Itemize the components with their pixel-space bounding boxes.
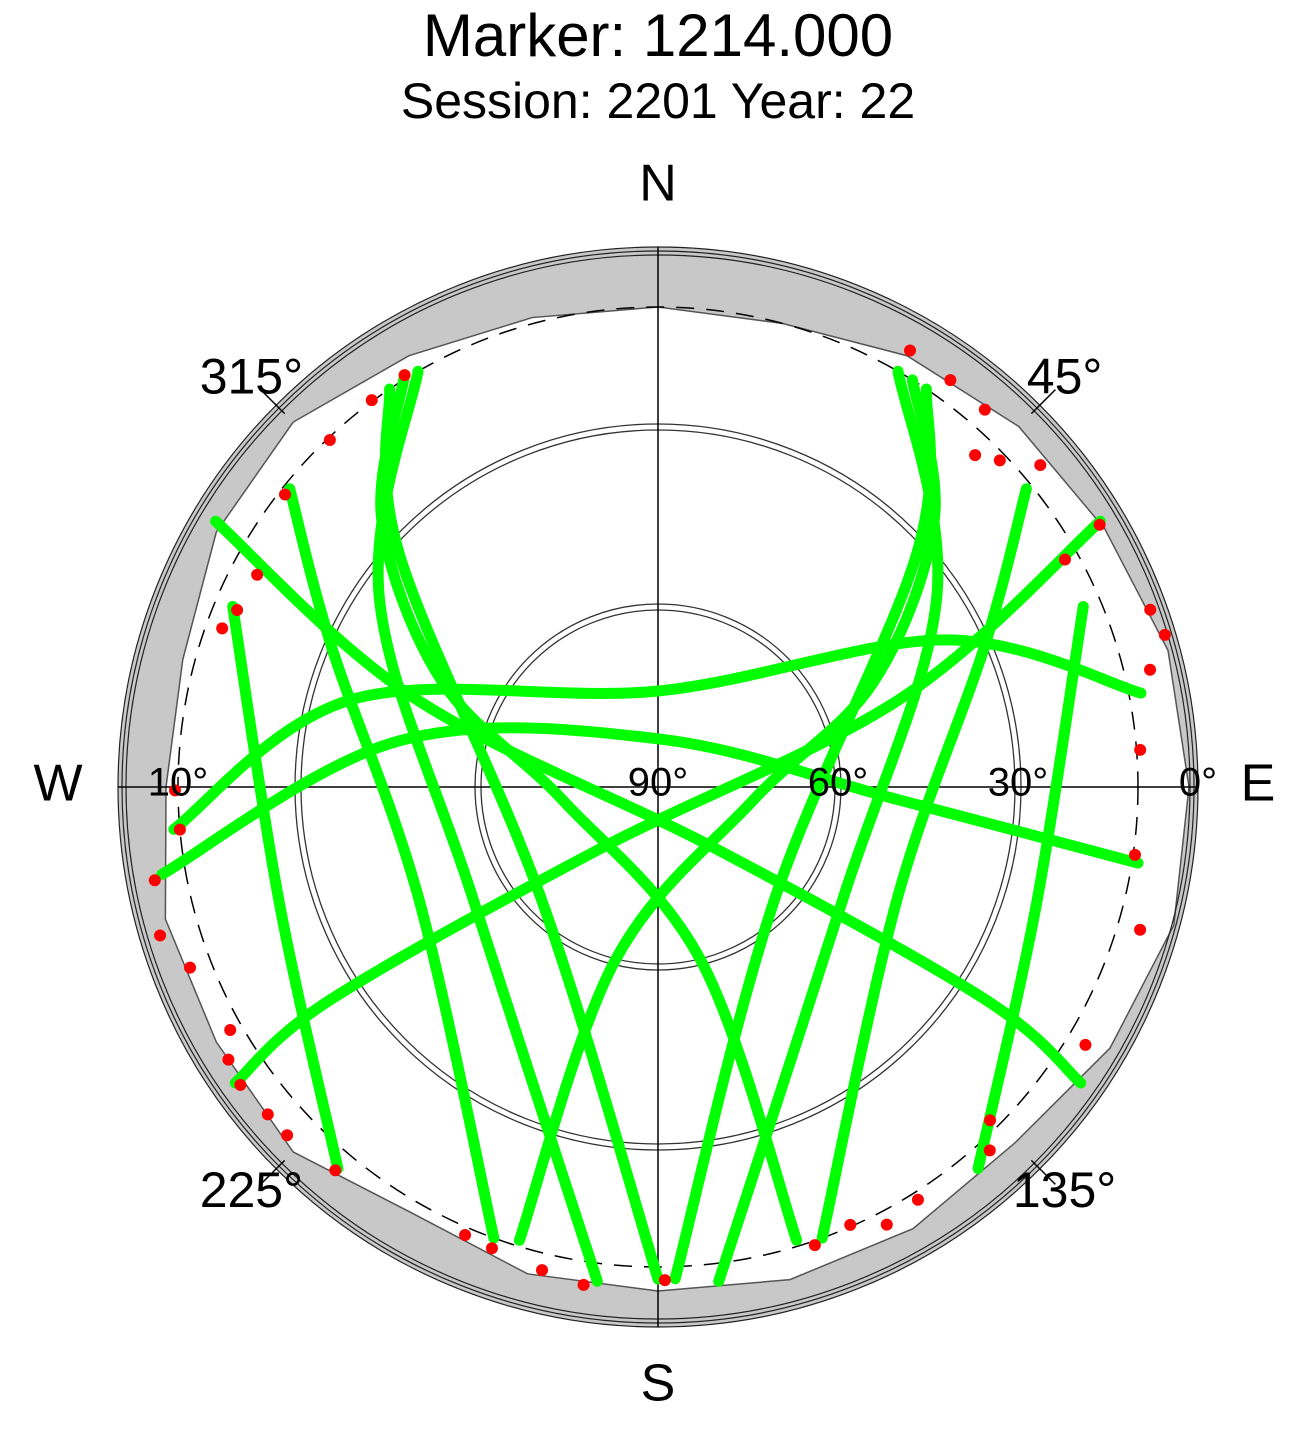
low-elevation-point	[216, 622, 229, 635]
azimuth-label: 135°	[1013, 1162, 1116, 1218]
low-elevation-point	[184, 961, 197, 974]
low-elevation-point	[329, 1164, 342, 1177]
low-elevation-point	[944, 374, 957, 387]
low-elevation-point	[222, 1053, 235, 1066]
low-elevation-point	[148, 874, 161, 887]
satellite-track	[156, 722, 1144, 881]
satellite-track	[210, 515, 1087, 1089]
azimuth-tick	[1030, 1159, 1056, 1185]
satellite-track	[816, 483, 1032, 1244]
elevation-label: 30°	[988, 761, 1049, 805]
satellite-track	[229, 515, 1106, 1089]
satellite-track	[168, 634, 1147, 835]
direction-label: N	[639, 155, 677, 213]
low-elevation-point	[1158, 628, 1171, 641]
direction-label: E	[1241, 755, 1276, 813]
low-elevation-point	[993, 454, 1006, 467]
low-elevation-point	[844, 1218, 857, 1231]
low-elevation-point	[278, 488, 291, 501]
low-elevation-point	[984, 1114, 997, 1127]
direction-label: S	[641, 1355, 676, 1413]
satellite-track	[669, 383, 937, 1285]
direction-label: W	[33, 755, 82, 813]
low-elevation-point	[234, 1078, 247, 1091]
cutoff-label: 10°	[148, 761, 209, 805]
low-elevation-point	[231, 604, 244, 617]
azimuth-tick	[260, 1159, 286, 1185]
low-elevation-point	[880, 1218, 893, 1231]
low-elevation-point	[983, 1144, 996, 1157]
elevation-label: 60°	[808, 761, 869, 805]
satellite-track	[227, 600, 344, 1174]
low-elevation-point	[969, 449, 982, 462]
satellite-track	[972, 600, 1089, 1174]
low-elevation-point	[978, 403, 991, 416]
low-elevation-point	[911, 1193, 924, 1206]
satellite-track	[379, 383, 664, 1285]
elevation-label: 0°	[1179, 761, 1217, 805]
low-elevation-point	[577, 1278, 590, 1291]
low-elevation-point	[261, 1108, 274, 1121]
elevation-label: 90°	[628, 761, 689, 805]
low-elevation-point	[1079, 1038, 1092, 1051]
azimuth-label: 225°	[200, 1162, 303, 1218]
low-elevation-point	[1134, 743, 1147, 756]
low-elevation-point	[904, 344, 916, 357]
low-elevation-point	[1128, 848, 1141, 861]
azimuth-label: 315°	[200, 349, 303, 405]
low-elevation-point	[459, 1229, 472, 1242]
low-elevation-point	[169, 784, 182, 797]
low-elevation-point	[281, 1129, 294, 1142]
chart-subtitle: Session: 2201 Year: 22	[401, 73, 915, 129]
low-elevation-point	[154, 929, 167, 942]
low-elevation-point	[323, 433, 336, 446]
low-elevation-point	[1144, 603, 1157, 616]
low-elevation-point	[365, 394, 378, 407]
low-elevation-point	[251, 568, 264, 581]
low-elevation-point	[398, 369, 411, 382]
low-elevation-point	[1058, 553, 1071, 566]
azimuth-tick	[260, 389, 286, 415]
low-elevation-point	[1093, 518, 1106, 531]
low-elevation-point	[173, 823, 186, 836]
chart-title: Marker: 1214.000	[423, 2, 893, 69]
satellite-track	[284, 483, 500, 1244]
low-elevation-point	[808, 1239, 821, 1252]
low-elevation-point	[1134, 923, 1147, 936]
low-elevation-point	[485, 1242, 498, 1255]
azimuth-label: 45°	[1027, 349, 1103, 405]
low-elevation-point	[536, 1264, 549, 1277]
low-elevation-point	[224, 1024, 237, 1037]
low-elevation-point	[1144, 663, 1157, 676]
low-elevation-point	[1034, 459, 1047, 472]
azimuth-tick	[1030, 389, 1056, 415]
low-elevation-point	[658, 1274, 671, 1287]
